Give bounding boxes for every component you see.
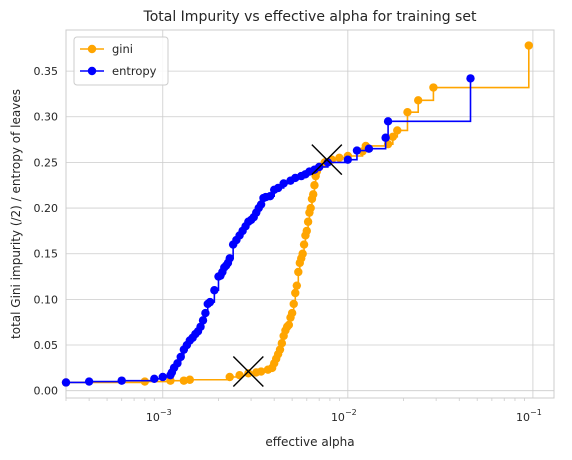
data-point-gini [393, 126, 402, 135]
data-point-entropy [383, 117, 393, 126]
data-point-entropy [201, 308, 210, 318]
marker-layer [232, 144, 343, 388]
legend: gini entropy [73, 36, 169, 86]
data-point-entropy [196, 322, 205, 331]
data-point-gini [244, 369, 253, 378]
data-point-entropy [256, 200, 266, 209]
data-point-entropy [352, 146, 362, 155]
data-point-gini [388, 132, 398, 142]
data-point-gini [403, 107, 412, 117]
data-point-gini [275, 345, 285, 354]
y-tick-label: 0.30 [34, 111, 59, 124]
data-point-entropy [381, 133, 390, 142]
data-point-entropy [176, 352, 185, 362]
y-tick-label: 0.10 [34, 293, 59, 306]
y-tick-label: 0.15 [34, 248, 59, 261]
data-point-entropy [279, 179, 288, 188]
plot-frame [65, 29, 555, 399]
series-layer [61, 41, 533, 387]
data-point-gini [310, 181, 319, 190]
x-tick-label: 10−2 [331, 408, 357, 424]
legend-label-entropy: entropy [112, 64, 157, 78]
series-entropy [61, 74, 475, 387]
x-axis-label: effective alpha [265, 435, 354, 449]
data-point-gini [292, 281, 302, 290]
y-tick-label: 0.35 [34, 65, 59, 78]
data-point-gini [256, 367, 266, 376]
x-tick-label: 10−1 [516, 408, 542, 424]
data-point-entropy [205, 297, 215, 307]
data-point-gini [298, 249, 307, 258]
y-axis-label: total Gini impurity (/2) / entropy of le… [9, 89, 23, 339]
x-marker [311, 144, 343, 176]
x-marker-stroke [232, 356, 264, 388]
chart-title: Total Impurity vs effective alpha for tr… [143, 9, 477, 25]
data-point-entropy [343, 155, 353, 164]
data-point-entropy [158, 372, 167, 382]
data-point-gini [299, 240, 309, 249]
y-tick-label: 0.05 [34, 339, 59, 352]
data-point-entropy [364, 144, 374, 153]
data-point-gini [287, 308, 297, 318]
y-tick-label: 0.20 [34, 202, 59, 215]
x-marker-stroke [311, 144, 343, 176]
x-marker [232, 356, 264, 388]
data-point-gini [429, 83, 438, 92]
y-tick-label: 0.25 [34, 156, 59, 169]
data-point-entropy [198, 316, 208, 325]
x-tick-label: 10−3 [146, 408, 172, 424]
data-point-gini [291, 288, 300, 298]
data-point-gini [294, 267, 303, 277]
data-point-gini [289, 299, 298, 309]
data-point-entropy [225, 254, 234, 263]
data-point-gini [284, 320, 294, 330]
data-point-entropy [265, 191, 275, 201]
data-point-gini [140, 377, 150, 386]
data-point-gini [225, 372, 234, 382]
legend-marker-gini [87, 44, 97, 54]
data-point-entropy [84, 377, 94, 386]
data-point-entropy [273, 183, 283, 193]
data-point-entropy [210, 286, 219, 295]
data-point-gini [309, 190, 318, 199]
legend-marker-entropy [87, 66, 97, 76]
y-tick-label: 0.00 [34, 385, 59, 398]
data-point-gini [302, 226, 311, 236]
data-point-entropy [61, 378, 71, 387]
data-point-entropy [466, 74, 475, 83]
data-point-entropy [173, 359, 182, 368]
ticks: 0.00 0.05 0.10 0.15 0.20 0.25 0.30 0.35 10−3 10−2… [34, 65, 542, 424]
legend-label-gini: gini [112, 42, 133, 56]
data-point-gini [414, 96, 423, 105]
data-point-gini [524, 41, 533, 50]
data-point-gini [335, 153, 344, 163]
data-point-gini [306, 203, 315, 213]
data-point-gini [303, 217, 313, 226]
data-point-gini [185, 375, 195, 384]
data-point-entropy [150, 374, 159, 384]
data-point-gini [277, 339, 287, 348]
data-point-entropy [117, 376, 126, 385]
